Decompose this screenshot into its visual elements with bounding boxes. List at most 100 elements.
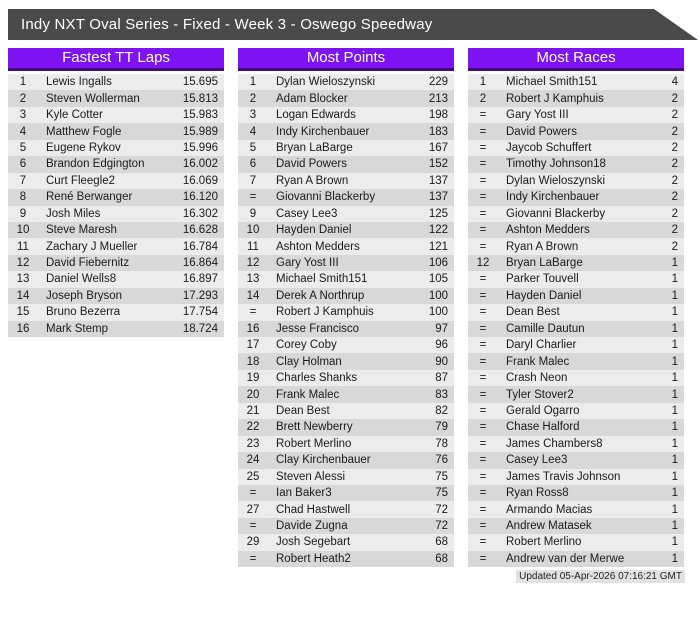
rank-cell: 2 bbox=[479, 92, 487, 105]
table-row: 9 Josh Miles 16.302 bbox=[8, 205, 224, 222]
table-row: 2 Robert J Kamphuis 2 bbox=[468, 90, 684, 107]
table-row: = Gary Yost III 2 bbox=[468, 106, 684, 124]
value-cell: 1 bbox=[671, 437, 678, 450]
value-cell: 167 bbox=[428, 141, 448, 154]
rank-cell: = bbox=[479, 141, 487, 154]
rank-cell: 12 bbox=[476, 257, 490, 270]
value-cell: 82 bbox=[435, 404, 448, 417]
rank-cell: = bbox=[249, 552, 257, 565]
driver-name-cell: Steven Alessi bbox=[276, 470, 346, 483]
value-cell: 72 bbox=[435, 520, 448, 533]
value-cell: 121 bbox=[428, 240, 448, 253]
driver-name-cell: Hayden Daniel bbox=[276, 224, 352, 237]
value-cell: 90 bbox=[435, 355, 448, 368]
driver-name-cell: Steve Maresh bbox=[46, 224, 117, 237]
table-row: = Frank Malec 1 bbox=[468, 353, 684, 370]
value-cell: 18.724 bbox=[182, 322, 218, 335]
value-cell: 105 bbox=[428, 273, 448, 286]
table-row: 1 Dylan Wieloszynski 229 bbox=[238, 74, 454, 91]
driver-name-cell: Josh Segebart bbox=[276, 536, 351, 549]
table-row: 5 Bryan LaBarge 167 bbox=[238, 139, 454, 157]
driver-name-cell: Chad Hastwell bbox=[276, 503, 351, 516]
table-row: = Robert J Kamphuis 100 bbox=[238, 304, 454, 321]
table-row: = Dean Best 1 bbox=[468, 304, 684, 321]
driver-name-cell: David Powers bbox=[506, 125, 577, 138]
value-cell: 68 bbox=[435, 536, 448, 549]
driver-name-cell: Ashton Medders bbox=[506, 224, 590, 237]
rank-cell: 3 bbox=[249, 109, 257, 122]
driver-name-cell: Ryan Ross8 bbox=[506, 487, 569, 500]
value-cell: 1 bbox=[671, 552, 678, 565]
driver-name-cell: Lewis Ingalls bbox=[46, 76, 112, 89]
driver-name-cell: Robert J Kamphuis bbox=[276, 306, 374, 319]
rank-cell: 15 bbox=[16, 306, 30, 319]
rank-cell: 6 bbox=[249, 158, 257, 171]
table-row: 3 Logan Edwards 198 bbox=[238, 106, 454, 124]
value-cell: 2 bbox=[671, 207, 678, 220]
rank-cell: = bbox=[479, 240, 487, 253]
rank-cell: = bbox=[479, 437, 487, 450]
rank-cell: 7 bbox=[249, 174, 257, 187]
driver-name-cell: Giovanni Blackerby bbox=[506, 207, 606, 220]
rank-cell: 21 bbox=[246, 404, 260, 417]
rank-cell: 10 bbox=[16, 224, 30, 237]
table-row: 19 Charles Shanks 87 bbox=[238, 369, 454, 387]
driver-name-cell: Robert Heath2 bbox=[276, 552, 351, 565]
table-row: = Ian Baker3 75 bbox=[238, 484, 454, 502]
value-cell: 183 bbox=[428, 125, 448, 138]
table-row: 6 David Powers 152 bbox=[238, 156, 454, 173]
driver-name-cell: René Berwanger bbox=[46, 191, 133, 204]
table-row: = Ryan A Brown 2 bbox=[468, 238, 684, 255]
table-row: 29 Josh Segebart 68 bbox=[238, 534, 454, 551]
driver-name-cell: Daniel Wells8 bbox=[46, 273, 117, 286]
driver-name-cell: Casey Lee3 bbox=[276, 207, 338, 220]
table-row: = James Travis Johnson 1 bbox=[468, 468, 684, 485]
value-cell: 16.784 bbox=[182, 240, 218, 253]
driver-name-cell: Bryan LaBarge bbox=[276, 141, 353, 154]
table-row: = Ryan Ross8 1 bbox=[468, 484, 684, 502]
driver-name-cell: Matthew Fogle bbox=[46, 125, 122, 138]
rank-cell: 27 bbox=[246, 503, 260, 516]
driver-name-cell: Bryan LaBarge bbox=[506, 257, 583, 270]
driver-name-cell: Clay Kirchenbauer bbox=[276, 454, 371, 467]
rank-cell: = bbox=[479, 470, 487, 483]
rank-cell: 25 bbox=[246, 470, 260, 483]
value-cell: 16.628 bbox=[182, 224, 218, 237]
driver-name-cell: Davide Zugna bbox=[276, 520, 348, 533]
rank-cell: = bbox=[479, 339, 487, 352]
rank-cell: 2 bbox=[249, 92, 257, 105]
value-cell: 83 bbox=[435, 388, 448, 401]
rank-cell: = bbox=[479, 207, 487, 220]
table-row: 9 Casey Lee3 125 bbox=[238, 205, 454, 222]
driver-name-cell: Ryan A Brown bbox=[506, 240, 579, 253]
driver-name-cell: Chase Halford bbox=[506, 421, 580, 434]
table-body: 1 Michael Smith151 4 2 Robert J Kamphuis 2 = Ga… bbox=[468, 74, 684, 568]
driver-name-cell: Ashton Medders bbox=[276, 240, 360, 253]
driver-name-cell: Michael Smith151 bbox=[276, 273, 368, 286]
table-body: 1 Lewis Ingalls 15.695 2 Steven Wollerman 15.… bbox=[8, 74, 224, 337]
table-row: 6 Brandon Edgington 16.002 bbox=[8, 156, 224, 173]
rank-cell: 24 bbox=[246, 454, 260, 467]
driver-name-cell: Kyle Cotter bbox=[46, 109, 103, 122]
table-row: = Armando Macias 1 bbox=[468, 501, 684, 518]
driver-name-cell: Adam Blocker bbox=[276, 92, 348, 105]
value-cell: 1 bbox=[671, 339, 678, 352]
rank-cell: 11 bbox=[247, 240, 259, 253]
table-row: 2 Steven Wollerman 15.813 bbox=[8, 90, 224, 107]
rank-cell: 22 bbox=[246, 421, 260, 434]
table-row: 7 Curt Fleegle2 16.069 bbox=[8, 172, 224, 190]
rank-cell: 12 bbox=[16, 257, 30, 270]
rank-cell: = bbox=[479, 273, 487, 286]
value-cell: 1 bbox=[671, 536, 678, 549]
driver-name-cell: Frank Malec bbox=[276, 388, 340, 401]
value-cell: 198 bbox=[428, 109, 448, 122]
value-cell: 1 bbox=[671, 306, 678, 319]
driver-name-cell: Indy Kirchenbauer bbox=[506, 191, 600, 204]
table-row: 22 Brett Newberry 79 bbox=[238, 419, 454, 436]
rank-cell: 14 bbox=[246, 289, 260, 302]
driver-name-cell: Ryan A Brown bbox=[276, 174, 349, 187]
value-cell: 2 bbox=[671, 125, 678, 138]
value-cell: 16.120 bbox=[182, 191, 218, 204]
driver-name-cell: Corey Coby bbox=[276, 339, 337, 352]
rank-cell: = bbox=[479, 536, 487, 549]
